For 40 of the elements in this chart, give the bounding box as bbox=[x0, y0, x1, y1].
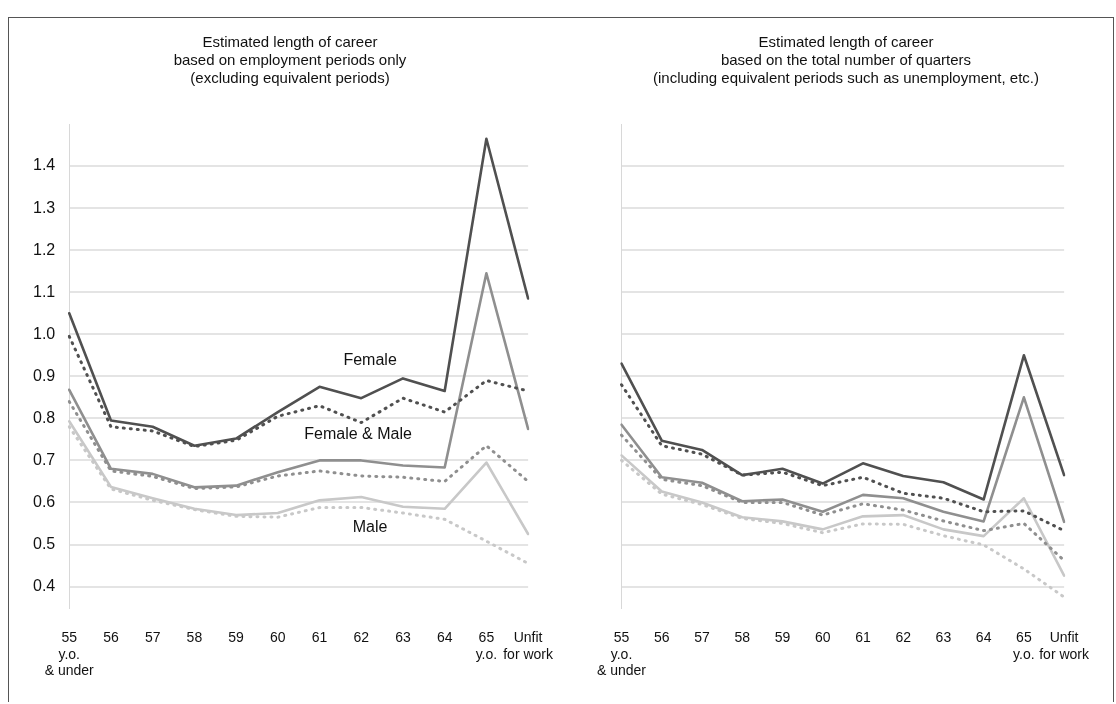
x-tick-label: 60 bbox=[814, 628, 831, 645]
y-tick-label: 1.3 bbox=[32, 198, 56, 216]
chart-title: Estimated length of career based on employment periods only (excluding equivalent periods) bbox=[173, 33, 407, 87]
x-tick-label: Unfit for work bbox=[1039, 628, 1090, 662]
x-tick-label: 63 bbox=[935, 628, 952, 645]
x-tick-label: 65 y.o. bbox=[1013, 628, 1035, 662]
x-tick-label: 56 bbox=[653, 628, 670, 645]
x-tick-label: 57 bbox=[144, 628, 161, 645]
x-tick-label: 62 bbox=[895, 628, 912, 645]
x-tick-label: 65 y.o. bbox=[475, 628, 498, 662]
y-tick-label: 0.9 bbox=[32, 366, 56, 384]
x-tick-label: 56 bbox=[103, 628, 119, 645]
y-tick-label: 1.4 bbox=[32, 156, 56, 174]
x-tick-label: Unfit for work bbox=[503, 628, 554, 662]
y-tick-label: 0.6 bbox=[32, 492, 56, 510]
x-tick-label: 57 bbox=[694, 628, 710, 645]
series-label: Female & Male bbox=[304, 425, 412, 443]
y-tick-label: 0.4 bbox=[32, 576, 56, 594]
series-label: Male bbox=[352, 518, 388, 536]
x-tick-label: 59 bbox=[774, 628, 791, 645]
x-tick-label: 64 bbox=[436, 628, 453, 645]
y-tick-label: 1.2 bbox=[32, 240, 56, 258]
x-tick-label: 58 bbox=[186, 628, 203, 645]
y-tick-label: 1.1 bbox=[32, 282, 56, 300]
x-tick-label: 55 y.o. & under bbox=[596, 628, 647, 679]
x-tick-label: 63 bbox=[395, 628, 411, 645]
y-tick-label: 0.7 bbox=[32, 450, 56, 468]
y-tick-label: 0.5 bbox=[32, 534, 56, 552]
x-tick-label: 61 bbox=[311, 628, 328, 645]
series-label: Female bbox=[343, 350, 397, 368]
x-tick-label: 64 bbox=[975, 628, 992, 645]
chart-title: Estimated length of career based on the total number of quarters (including equivalent periods such as unemployment, etc.) bbox=[652, 33, 1040, 87]
y-tick-label: 0.8 bbox=[32, 408, 56, 426]
y-tick-label: 1.0 bbox=[32, 324, 56, 342]
x-tick-label: 60 bbox=[270, 628, 286, 645]
x-tick-label: 61 bbox=[855, 628, 871, 645]
x-tick-label: 62 bbox=[353, 628, 370, 645]
x-tick-label: 58 bbox=[734, 628, 751, 645]
x-tick-label: 55 y.o. & under bbox=[44, 628, 95, 679]
x-tick-label: 59 bbox=[228, 628, 245, 645]
